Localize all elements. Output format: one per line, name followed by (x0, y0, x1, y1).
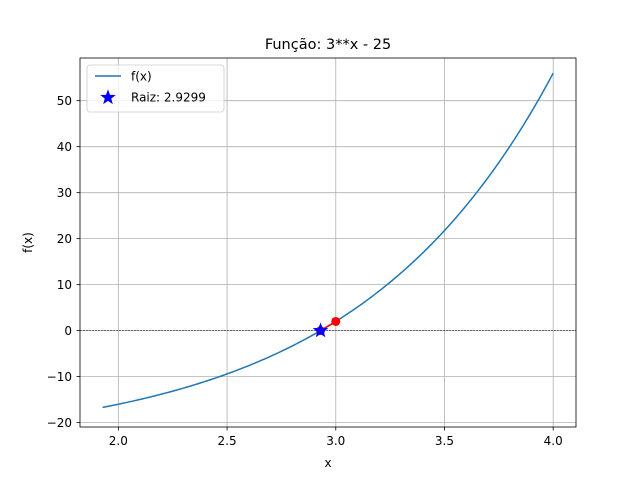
x-tick-label: 2.0 (109, 434, 128, 448)
x-axis-ticks: 2.0 2.5 3.0 3.5 4.0 (109, 427, 563, 448)
x-tick-label: 3.5 (435, 434, 454, 448)
legend-label-series: f(x) (131, 70, 152, 84)
y-tick-label: −10 (47, 370, 72, 384)
x-axis-label: x (324, 456, 331, 470)
y-axis-label: f(x) (21, 232, 35, 253)
legend-label-root: Raiz: 2.9299 (131, 91, 206, 105)
y-tick-label: 20 (57, 232, 72, 246)
root-star-marker (312, 322, 329, 338)
legend: f(x) Raiz: 2.9299 (86, 64, 225, 113)
x-tick-label: 4.0 (544, 434, 563, 448)
y-tick-label: 10 (57, 278, 72, 292)
y-axis-ticks: −20 −10 0 10 20 30 40 50 (47, 94, 80, 430)
x-tick-label: 2.5 (218, 434, 237, 448)
plot-frame (79, 57, 577, 428)
x-tick-label: 3.0 (326, 434, 345, 448)
y-tick-label: 30 (57, 186, 72, 200)
legend-star-icon (100, 89, 116, 105)
legend-box (86, 64, 225, 113)
y-tick-label: −20 (47, 416, 72, 430)
chart-title: Função: 3**x - 25 (265, 37, 391, 53)
iteration-point (331, 316, 341, 326)
y-tick-label: 0 (64, 324, 72, 338)
series-layer (102, 72, 554, 409)
y-tick-label: 50 (57, 94, 72, 108)
y-tick-label: 40 (57, 140, 72, 154)
